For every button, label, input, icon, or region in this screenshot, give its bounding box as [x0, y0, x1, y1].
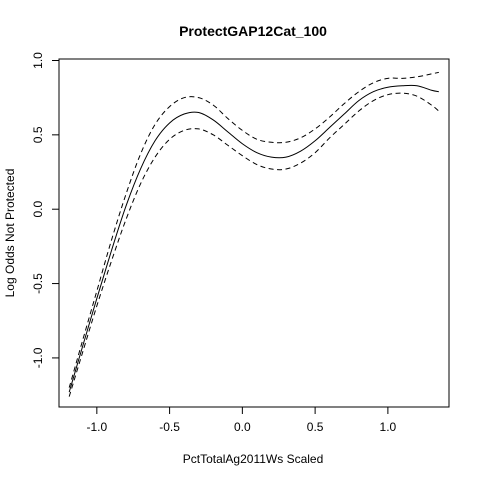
y-axis-label: Log Odds Not Protected — [3, 169, 17, 298]
y-tick-label: -0.5 — [31, 273, 45, 294]
x-axis-label: PctTotalAg2011Ws Scaled — [183, 452, 324, 466]
chart-title: ProtectGAP12Cat_100 — [179, 23, 327, 39]
x-tick-label: -1.0 — [86, 420, 107, 434]
fitted-curve-line — [68, 84, 439, 393]
lower-confidence-band-line — [68, 92, 440, 397]
y-tick-label: 0.0 — [31, 201, 45, 218]
y-axis: -1.0 -0.5 0.0 0.5 1.0 — [31, 52, 60, 368]
upper-confidence-band-line — [68, 71, 439, 388]
y-tick-label: 0.5 — [31, 126, 45, 143]
y-tick-label: 1.0 — [31, 52, 45, 69]
x-axis: -1.0 -0.5 0.0 0.5 1.0 — [86, 406, 397, 434]
x-tick-label: 0.0 — [234, 420, 251, 434]
x-tick-label: -0.5 — [159, 420, 180, 434]
y-tick-label: -1.0 — [31, 347, 45, 368]
x-tick-label: 0.5 — [307, 420, 324, 434]
x-tick-label: 1.0 — [380, 420, 397, 434]
series-layer — [68, 71, 440, 397]
